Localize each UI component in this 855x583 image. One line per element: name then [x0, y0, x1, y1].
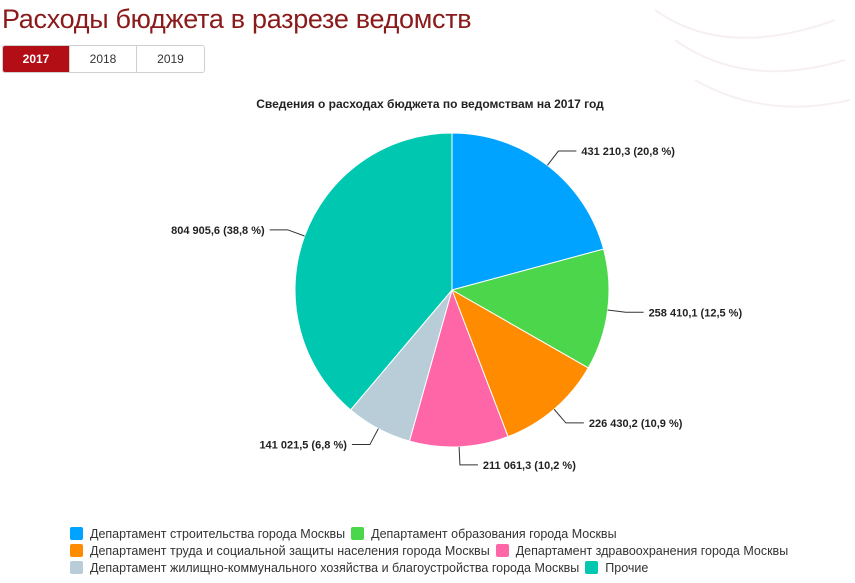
legend-label: Департамент труда и социальной защиты на…	[90, 543, 490, 558]
label-connector-5	[351, 428, 379, 446]
slice-data-label-6: 804 905,6 (38,8 %)	[171, 225, 265, 237]
legend-item-housing[interactable]: Департамент жилищно-коммунального хозяйс…	[70, 561, 579, 575]
legend-item-health[interactable]: Департамент здравоохранения города Москв…	[495, 543, 789, 558]
slice-data-label-4: 211 061,3 (10,2 %)	[483, 460, 576, 472]
legend-swatch	[70, 544, 83, 557]
legend-swatch	[585, 561, 599, 574]
slice-data-label-1: 431 210,3 (20,8 %)	[581, 146, 675, 158]
label-connector-4	[458, 446, 478, 466]
label-connector-6	[269, 229, 305, 237]
slice-data-label-3: 226 430,2 (10,9 %)	[589, 418, 683, 430]
year-tabs: 2017 2018 2019	[2, 45, 205, 73]
label-connector-2	[607, 309, 644, 313]
slice-data-label-2: 258 410,1 (12,5 %)	[649, 307, 743, 319]
tab-2018[interactable]: 2018	[70, 46, 137, 72]
tab-2019[interactable]: 2019	[137, 46, 204, 72]
legend-label: Департамент здравоохранения города Москв…	[515, 543, 789, 558]
legend-item-education[interactable]: Департамент образования города Москвы	[351, 526, 617, 541]
pie-slice-3[interactable]	[451, 288, 589, 438]
legend-swatch	[495, 544, 509, 557]
chart-title: Сведения о расходах бюджета по ведомства…	[256, 97, 604, 111]
legend-label: Прочие	[605, 560, 649, 575]
pie-slice-6[interactable]	[294, 132, 453, 411]
legend-item-other[interactable]: Прочие	[585, 561, 648, 575]
legend-swatch	[70, 561, 83, 574]
page-title: Расходы бюджета в разрезе ведомств	[2, 4, 472, 34]
pie-slice-2[interactable]	[450, 248, 610, 369]
legend-label: Департамент образования города Москвы	[371, 526, 617, 541]
pie-slice-1[interactable]	[451, 132, 605, 291]
chart-legend: Департамент строительства города Москвы …	[70, 525, 855, 576]
legend-item-construction[interactable]: Департамент строительства города Москвы	[70, 527, 345, 541]
legend-item-labor[interactable]: Департамент труда и социальной защиты на…	[70, 544, 490, 558]
slice-data-label-5: 141 021,5 (6,8 %)	[259, 440, 347, 452]
legend-row: Департамент жилищно-коммунального хозяйс…	[70, 559, 855, 576]
label-connector-3	[553, 408, 584, 424]
label-connector-1	[547, 150, 577, 166]
legend-row: Департамент строительства города Москвы …	[70, 525, 855, 542]
legend-swatch	[70, 527, 83, 540]
legend-swatch	[351, 527, 365, 540]
legend-label: Департамент жилищно-коммунального хозяйс…	[90, 560, 580, 575]
legend-label: Департамент строительства города Москвы	[90, 526, 346, 541]
pie-chart: 431 210,3 (20,8 %) 258 410,1 (12,5 %) 226 …	[171, 132, 743, 472]
tab-2017[interactable]: 2017	[3, 46, 70, 72]
background-ornament	[654, 9, 851, 108]
legend-row: Департамент труда и социальной защиты на…	[70, 542, 855, 559]
